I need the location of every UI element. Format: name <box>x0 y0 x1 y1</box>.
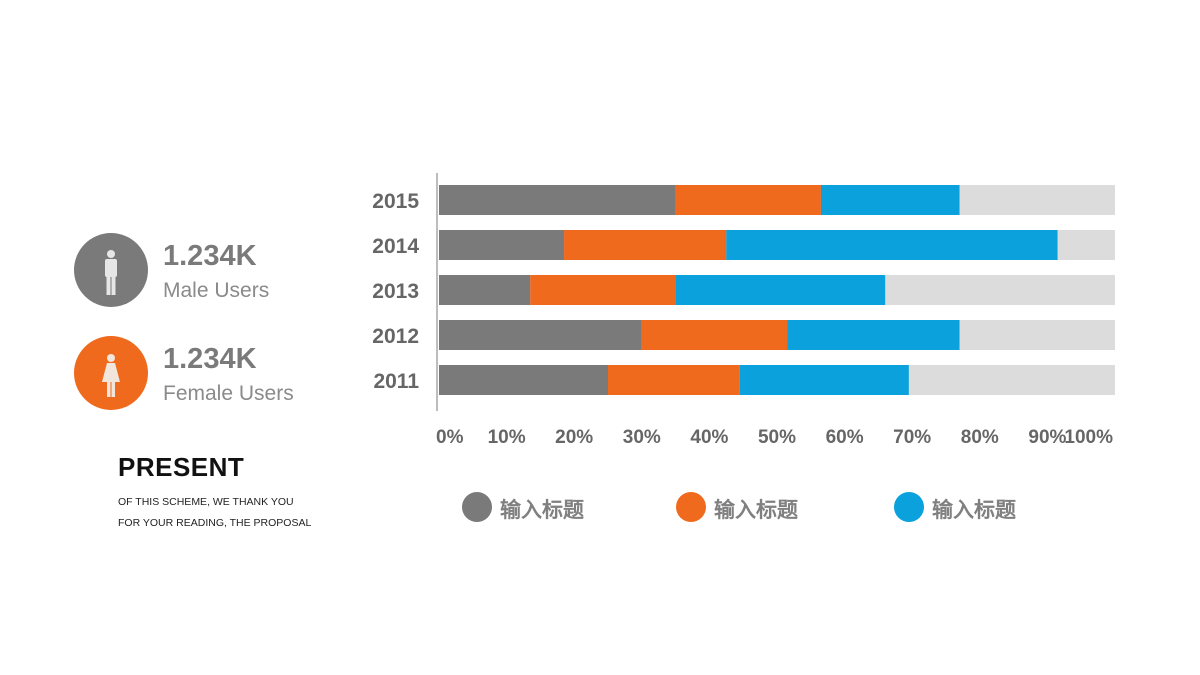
legend-label-gray: 输入标题 <box>500 498 584 522</box>
female-users-label: Female Users <box>163 382 294 405</box>
present-title: PRESENT <box>118 452 245 482</box>
male-icon-circle <box>74 233 148 307</box>
category-label-2015: 2015 <box>372 190 419 213</box>
bar-2013-series-2 <box>530 275 676 305</box>
female-person-icon <box>102 354 120 397</box>
x-tick-label: 100% <box>1064 427 1113 448</box>
bar-2011-series-2 <box>608 365 740 395</box>
bar-2014-series-2 <box>564 230 727 260</box>
category-label-2013: 2013 <box>372 280 419 303</box>
x-tick-label: 30% <box>623 427 661 448</box>
bar-2013-series-3 <box>675 275 886 305</box>
male-users-label: Male Users <box>163 279 270 302</box>
present-body: OF THIS SCHEME, WE THANK YOU FOR YOUR RE… <box>118 496 312 529</box>
bar-2011-series-1 <box>439 365 608 395</box>
legend-label-blue: 输入标题 <box>932 498 1016 522</box>
male-users-value: 1.234K <box>163 240 257 272</box>
bar-2011-series-3 <box>739 365 909 395</box>
category-label-2014: 2014 <box>372 235 419 258</box>
x-tick-label: 90% <box>1028 427 1066 448</box>
bar-2012-series-1 <box>439 320 642 350</box>
male-person-icon <box>105 250 117 295</box>
bar-2014-series-3 <box>726 230 1058 260</box>
x-tick-label: 20% <box>555 427 593 448</box>
bar-2015-series-2 <box>675 185 821 215</box>
bar-2014-series-1 <box>439 230 565 260</box>
x-tick-label: 70% <box>893 427 931 448</box>
category-label-2011: 2011 <box>373 370 419 393</box>
x-tick-label: 80% <box>961 427 999 448</box>
legend-swatch-orange <box>676 492 706 522</box>
bar-2015-series-1 <box>439 185 676 215</box>
bar-2015-series-3 <box>820 185 960 215</box>
bar-2013-series-1 <box>439 275 531 305</box>
x-tick-label: 40% <box>690 427 728 448</box>
legend-label-orange: 输入标题 <box>714 498 798 522</box>
female-icon-circle <box>74 336 148 410</box>
legend-swatch-blue <box>894 492 924 522</box>
category-label-2012: 2012 <box>372 325 419 348</box>
legend-swatch-gray <box>462 492 492 522</box>
x-tick-label: 50% <box>758 427 796 448</box>
female-users-value: 1.234K <box>163 343 257 375</box>
x-tick-label: 10% <box>488 427 526 448</box>
x-tick-label: 60% <box>826 427 864 448</box>
bar-2012-series-3 <box>787 320 960 350</box>
x-tick-label: 0% <box>436 427 464 448</box>
bar-2012-series-2 <box>641 320 788 350</box>
